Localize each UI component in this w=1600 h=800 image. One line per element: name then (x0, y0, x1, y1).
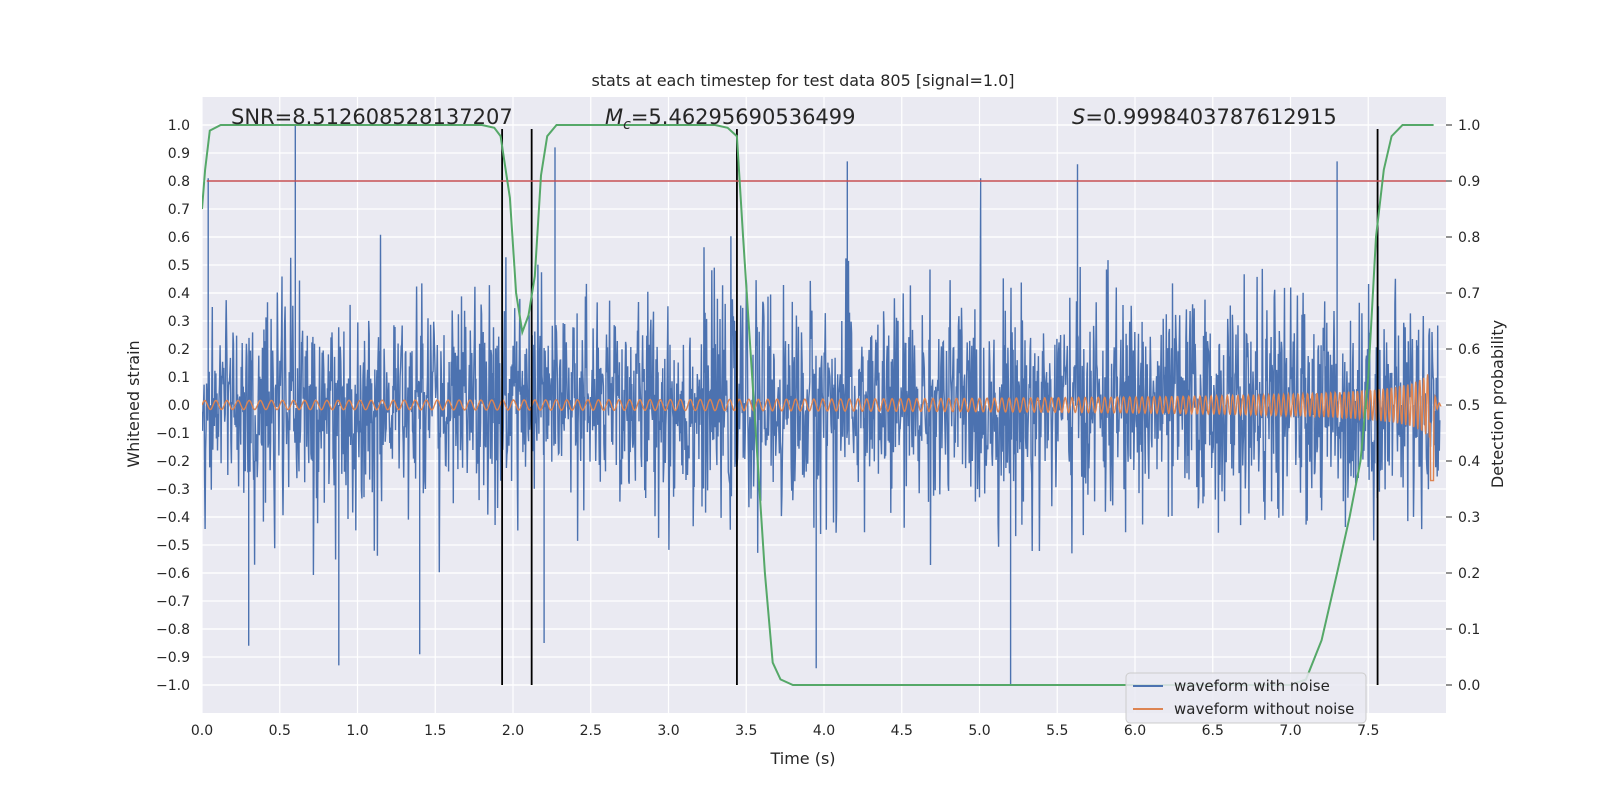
x-tick-label: 0.5 (269, 723, 291, 739)
chirp-mass-value: =5.46295690536499 (631, 105, 856, 129)
y-tick-label: −0.1 (156, 426, 190, 442)
chirp-mass-annotation: Mc=5.46295690536499 (605, 105, 856, 133)
y2-tick-label: 0.7 (1458, 286, 1480, 302)
y-tick-label: −0.6 (156, 566, 190, 582)
x-tick-label: 3.5 (735, 723, 757, 739)
y-tick-label: 0.2 (168, 342, 190, 358)
y-tick-label: 0.8 (168, 174, 190, 190)
x-tick-label: 6.5 (1202, 723, 1224, 739)
x-tick-label: 4.5 (891, 723, 913, 739)
y-tick-label: 0.9 (168, 146, 190, 162)
y-tick-label: 0.7 (168, 202, 190, 218)
chirp-mass-subscript: c (623, 117, 631, 133)
y-tick-label: 0.0 (168, 398, 190, 414)
series-detection-probability (202, 124, 1434, 686)
x-tick-label: 3.0 (657, 723, 679, 739)
x-tick-label: 1.5 (424, 723, 446, 739)
chart-title: stats at each timestep for test data 805… (591, 71, 1014, 90)
series-waveform-without-noise (202, 374, 1442, 482)
y2-tick-label: 0.3 (1458, 510, 1480, 526)
y2-tick-label: 1.0 (1458, 118, 1480, 134)
snr-annotation: SNR=8.512608528137207 (231, 105, 513, 129)
y-tick-label: −0.2 (156, 454, 190, 470)
y-tick-label: 0.5 (168, 258, 190, 274)
legend-label-clean: waveform without noise (1174, 700, 1354, 718)
y-tick-label: 1.0 (168, 118, 190, 134)
score-value: =0.9998403787612915 (1085, 105, 1336, 129)
y2-tick-label: 0.1 (1458, 622, 1480, 638)
y-axis-ticks: −1.0 −0.9 −0.8 −0.7 −0.6 −0.5 −0.4 −0.3 −0.2 −0.1… (156, 118, 190, 694)
y2-tick-label: 0.0 (1458, 678, 1480, 694)
y-tick-label: 0.4 (168, 286, 190, 302)
y-tick-label: 0.1 (168, 370, 190, 386)
y-tick-label: −1.0 (156, 678, 190, 694)
legend-label-noise: waveform with noise (1174, 677, 1330, 695)
y2-tick-label: 0.2 (1458, 566, 1480, 582)
y-tick-label: −0.4 (156, 510, 190, 526)
chirp-mass-symbol: M (605, 105, 623, 129)
y2-tick-label: 0.5 (1458, 398, 1480, 414)
x-tick-label: 7.5 (1357, 723, 1379, 739)
y-tick-label: −0.5 (156, 538, 190, 554)
y-tick-label: −0.7 (156, 594, 190, 610)
x-tick-label: 2.5 (580, 723, 602, 739)
y2-tick-label: 0.4 (1458, 454, 1480, 470)
score-annotation: S=0.9998403787612915 (1072, 105, 1337, 129)
x-tick-label: 0.0 (191, 723, 213, 739)
y-tick-label: −0.9 (156, 650, 190, 666)
y-tick-label: 0.6 (168, 230, 190, 246)
score-symbol: S (1072, 105, 1085, 129)
y2-tick-label: 0.9 (1458, 174, 1480, 190)
legend: waveform with noise waveform without noi… (1125, 672, 1367, 724)
x-tick-label: 7.0 (1279, 723, 1301, 739)
x-tick-label: 1.0 (346, 723, 368, 739)
x-tick-label: 2.0 (502, 723, 524, 739)
y-axis-label: Whitened strain (124, 340, 143, 467)
x-tick-label: 6.0 (1124, 723, 1146, 739)
y2-tick-label: 0.6 (1458, 342, 1480, 358)
y-tick-label: −0.3 (156, 482, 190, 498)
y2-axis-label: Detection probability (1488, 320, 1507, 488)
x-tick-label: 5.5 (1046, 723, 1068, 739)
x-tick-label: 4.0 (813, 723, 835, 739)
y-tick-label: 0.3 (168, 314, 190, 330)
y-tick-label: −0.8 (156, 622, 190, 638)
series-waveform-with-noise (202, 125, 1441, 685)
y2-axis-ticks: 0.0 0.1 0.2 0.3 0.4 0.5 0.6 0.7 0.8 0.9 1.0 (1446, 118, 1480, 694)
x-axis-label: Time (s) (769, 749, 835, 768)
x-tick-label: 5.0 (968, 723, 990, 739)
y2-tick-label: 0.8 (1458, 230, 1480, 246)
x-axis-ticks: 0.0 0.5 1.0 1.5 2.0 2.5 3.0 3.5 4.0 4.5 5.0 5.5 6.0 6… (191, 723, 1380, 739)
